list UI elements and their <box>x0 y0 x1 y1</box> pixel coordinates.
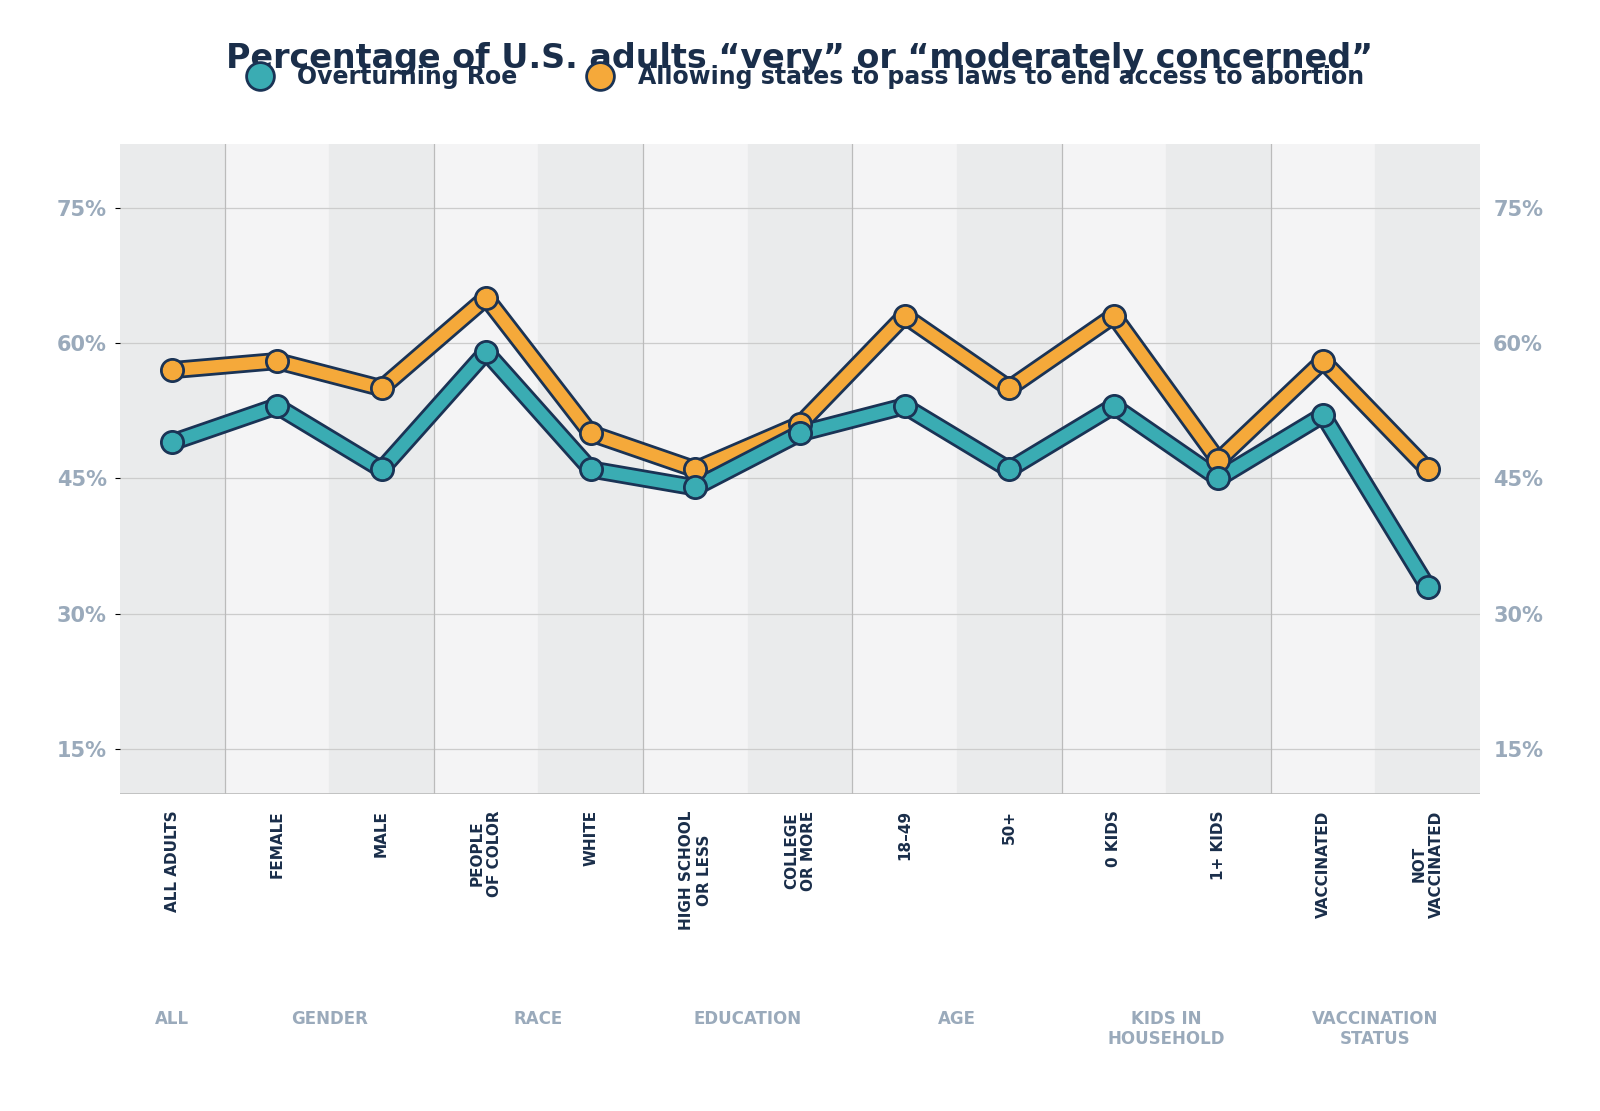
Bar <box>224 144 330 794</box>
Text: ALL: ALL <box>155 1010 189 1028</box>
Text: RACE: RACE <box>514 1010 563 1028</box>
Text: KIDS IN
HOUSEHOLD: KIDS IN HOUSEHOLD <box>1107 1010 1226 1049</box>
Bar <box>1061 144 1166 794</box>
Bar <box>643 144 747 794</box>
Bar <box>1166 144 1270 794</box>
Bar <box>1376 144 1480 794</box>
Legend: Overturning Roe, Allowing states to pass laws to end access to abortion: Overturning Roe, Allowing states to pass… <box>227 56 1373 99</box>
Bar <box>539 144 643 794</box>
Bar <box>853 144 957 794</box>
Text: AGE: AGE <box>938 1010 976 1028</box>
Bar <box>330 144 434 794</box>
Text: EDUCATION: EDUCATION <box>694 1010 802 1028</box>
Bar <box>434 144 539 794</box>
Bar <box>747 144 853 794</box>
Bar <box>120 144 224 794</box>
Text: VACCINATION
STATUS: VACCINATION STATUS <box>1312 1010 1438 1049</box>
Title: Percentage of U.S. adults “very” or “moderately concerned”: Percentage of U.S. adults “very” or “mod… <box>227 42 1373 76</box>
Bar <box>957 144 1061 794</box>
Text: GENDER: GENDER <box>291 1010 368 1028</box>
Bar <box>1270 144 1376 794</box>
